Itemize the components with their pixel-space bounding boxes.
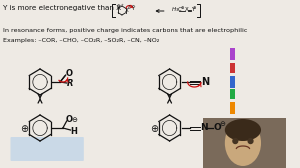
Circle shape bbox=[233, 138, 238, 143]
Bar bbox=[230, 63, 235, 73]
Bar bbox=[230, 48, 235, 60]
Text: O: O bbox=[213, 123, 221, 133]
Ellipse shape bbox=[225, 120, 261, 166]
Bar bbox=[230, 102, 235, 114]
Bar bbox=[230, 76, 235, 88]
Text: Y: Y bbox=[131, 7, 134, 11]
Text: O: O bbox=[66, 70, 73, 78]
Text: $\oplus$: $\oplus$ bbox=[150, 122, 159, 134]
Text: $\delta^-$: $\delta^-$ bbox=[127, 3, 136, 11]
Text: Examples: –COR, –CHO, –CO₂R, –SO₂R, –CN, –NO₂: Examples: –COR, –CHO, –CO₂R, –SO₂R, –CN,… bbox=[3, 38, 159, 43]
Bar bbox=[203, 118, 286, 168]
Ellipse shape bbox=[225, 119, 261, 141]
Bar bbox=[230, 89, 235, 99]
Text: Y is more electronegative than X: Y is more electronegative than X bbox=[3, 5, 121, 11]
FancyBboxPatch shape bbox=[11, 137, 84, 161]
Text: H: H bbox=[70, 127, 77, 136]
Text: $\oplus$: $\oplus$ bbox=[20, 122, 29, 134]
Text: Y: Y bbox=[191, 7, 195, 12]
Text: X: X bbox=[185, 7, 189, 12]
Text: $\oplus$: $\oplus$ bbox=[180, 4, 185, 11]
Circle shape bbox=[248, 138, 253, 143]
Text: N: N bbox=[200, 123, 208, 133]
Text: In resonance forms, positive charge indicates carbons that are electrophilic: In resonance forms, positive charge indi… bbox=[3, 28, 247, 33]
Text: $H_3C$: $H_3C$ bbox=[170, 5, 183, 14]
Text: $\ominus$: $\ominus$ bbox=[71, 115, 79, 123]
Text: N: N bbox=[201, 77, 209, 87]
Text: O: O bbox=[66, 116, 73, 124]
Text: $\delta^+$: $\delta^+$ bbox=[116, 3, 124, 11]
Text: X: X bbox=[125, 8, 129, 12]
Text: R: R bbox=[67, 79, 73, 89]
Text: $\ominus$: $\ominus$ bbox=[219, 119, 226, 129]
Text: $\ominus$: $\ominus$ bbox=[192, 4, 197, 11]
